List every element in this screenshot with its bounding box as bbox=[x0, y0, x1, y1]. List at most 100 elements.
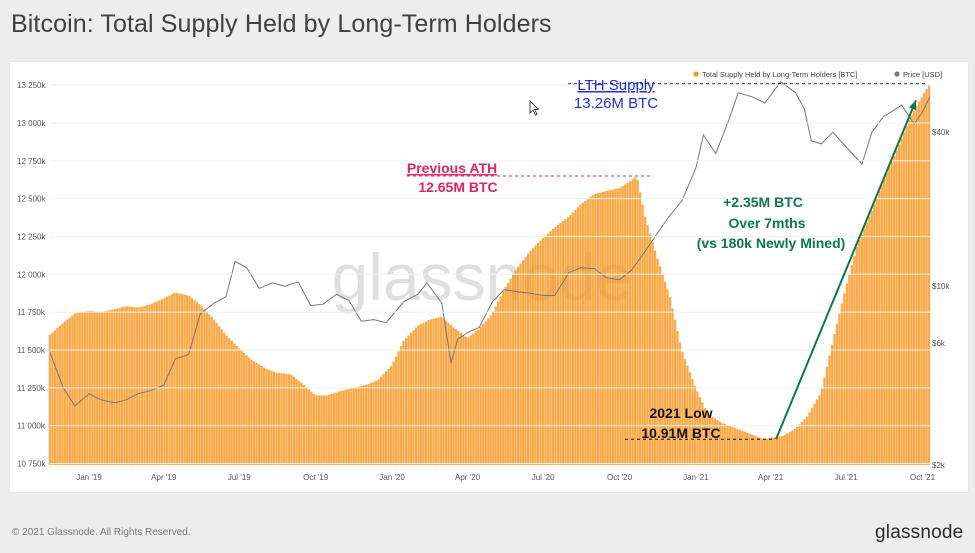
supply-bar bbox=[848, 274, 851, 465]
supply-bar bbox=[780, 436, 784, 465]
supply-bar bbox=[245, 355, 248, 465]
supply-bar bbox=[584, 200, 587, 465]
supply-bar bbox=[297, 380, 301, 465]
supply-bar bbox=[285, 373, 288, 465]
price-series bbox=[49, 80, 931, 407]
supply-bar bbox=[761, 438, 764, 465]
supply-bar bbox=[180, 293, 184, 465]
supply-bar bbox=[185, 295, 189, 465]
supply-bar bbox=[135, 307, 139, 465]
supply-bar bbox=[489, 315, 492, 465]
legend[interactable]: Total Supply Held by Long-Term Holders [… bbox=[693, 70, 942, 79]
supply-bar bbox=[397, 351, 400, 465]
supply-bar bbox=[312, 393, 316, 465]
supply-bar bbox=[138, 307, 141, 465]
glassnode-logo: glassnode bbox=[875, 522, 964, 543]
supply-bar bbox=[340, 390, 343, 465]
supply-bar bbox=[736, 428, 739, 465]
supply-bar bbox=[113, 309, 116, 465]
supply-bar bbox=[845, 283, 849, 465]
y-left-tick-label: 10 750k bbox=[17, 459, 46, 468]
supply-bar bbox=[873, 204, 876, 465]
supply-bar bbox=[509, 278, 512, 465]
supply-bar bbox=[903, 132, 906, 466]
supply-bar bbox=[833, 334, 836, 465]
supply-bar bbox=[731, 426, 734, 465]
supply-bar bbox=[788, 431, 791, 465]
supply-bar bbox=[195, 301, 198, 465]
supply-bar bbox=[631, 179, 634, 466]
y-left-tick-label: 11 750k bbox=[17, 308, 46, 317]
supply-bar bbox=[250, 359, 253, 465]
supply-bar bbox=[432, 318, 435, 465]
supply-bar bbox=[858, 240, 861, 465]
legend-marker-price bbox=[894, 71, 900, 77]
supply-bar bbox=[243, 353, 246, 465]
y-left-tick-label: 12 250k bbox=[17, 232, 46, 241]
supply-bar bbox=[200, 306, 203, 465]
supply-bar bbox=[71, 315, 74, 465]
supply-bar bbox=[763, 439, 766, 465]
supply-bar bbox=[198, 303, 201, 465]
supply-bar bbox=[639, 192, 642, 466]
supply-bar bbox=[703, 408, 707, 465]
supply-bar bbox=[332, 393, 335, 465]
supply-bar bbox=[890, 161, 893, 465]
supply-bar bbox=[140, 306, 144, 465]
supply-bar bbox=[561, 221, 565, 465]
supply-bar bbox=[447, 322, 450, 465]
supply-bar bbox=[252, 361, 256, 465]
legend-label-price[interactable]: Price [USD] bbox=[903, 70, 942, 79]
supply-bar bbox=[280, 373, 283, 465]
supply-bar bbox=[840, 303, 844, 465]
price-line bbox=[49, 80, 931, 407]
supply-bar bbox=[708, 415, 712, 465]
supply-bar bbox=[58, 325, 62, 465]
supply-bar bbox=[551, 228, 555, 465]
y-left-tick-label: 12 500k bbox=[17, 195, 46, 204]
x-tick-label: Jul '21 bbox=[835, 473, 858, 482]
legend-label-supply[interactable]: Total Supply Held by Long-Term Holders [… bbox=[702, 70, 857, 79]
supply-bar bbox=[330, 394, 333, 465]
legend-marker-supply bbox=[693, 71, 699, 77]
supply-bar bbox=[658, 266, 662, 465]
low-label: 2021 Low bbox=[649, 405, 712, 421]
supply-bar bbox=[900, 138, 903, 466]
supply-bar bbox=[514, 270, 517, 465]
supply-bar bbox=[255, 362, 258, 465]
supply-bar bbox=[375, 380, 378, 465]
supply-bar bbox=[350, 388, 353, 465]
supply-bar bbox=[454, 329, 458, 465]
supply-bar bbox=[768, 437, 771, 465]
supply-bar bbox=[531, 248, 535, 465]
supply-bar bbox=[434, 318, 438, 465]
supply-bar bbox=[370, 382, 373, 465]
axes: 10 750k 11 000k 11 250k 11 500k 11 750k 12 00… bbox=[17, 81, 950, 482]
supply-bar bbox=[474, 331, 477, 465]
x-tick-label: Apr '20 bbox=[455, 473, 481, 482]
supply-bar bbox=[895, 150, 898, 465]
supply-bar bbox=[917, 101, 921, 465]
supply-bar bbox=[412, 330, 415, 465]
supply-bar bbox=[666, 289, 669, 465]
supply-bar bbox=[611, 189, 614, 465]
supply-bar bbox=[484, 321, 487, 465]
supply-bar bbox=[66, 319, 69, 465]
supply-bar bbox=[825, 366, 829, 465]
supply-bar bbox=[96, 311, 99, 465]
supply-bar bbox=[651, 242, 654, 465]
supply-bar bbox=[424, 321, 428, 465]
supply-bar bbox=[272, 371, 276, 465]
supply-bar bbox=[168, 295, 171, 465]
x-tick-label: Oct '20 bbox=[607, 473, 633, 482]
supply-bar bbox=[519, 263, 522, 465]
supply-bar bbox=[248, 357, 251, 465]
supply-bar bbox=[815, 399, 819, 465]
supply-bar bbox=[295, 378, 298, 465]
supply-bar bbox=[908, 119, 911, 465]
supply-bar bbox=[616, 188, 619, 466]
supply-bar bbox=[499, 296, 502, 465]
y-left-tick-label: 13 000k bbox=[17, 119, 46, 128]
supply-bar bbox=[287, 374, 291, 465]
supply-bar bbox=[210, 317, 213, 465]
